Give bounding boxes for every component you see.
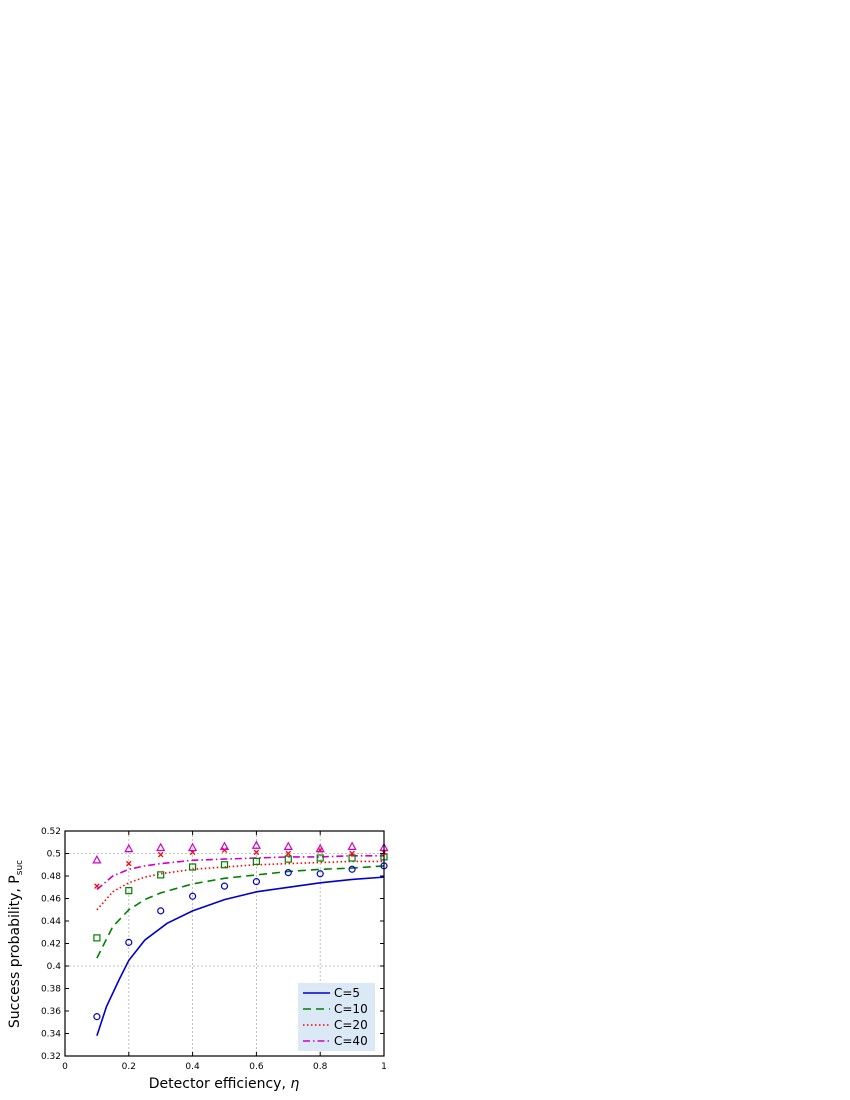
y-tick-label: 0.34 bbox=[41, 1030, 61, 1040]
legend-label: C=5 bbox=[334, 986, 360, 1000]
y-tick-label: 0.5 bbox=[47, 850, 61, 860]
y-tick-label: 0.48 bbox=[41, 872, 61, 882]
x-axis-label: Detector efficiency, η bbox=[149, 1076, 300, 1092]
marker-triangle bbox=[156, 842, 166, 852]
marker-circle bbox=[157, 907, 165, 915]
grid-lines bbox=[65, 831, 384, 1056]
legend-box bbox=[298, 983, 375, 1051]
y-axis-label-subscript: suc bbox=[15, 860, 25, 875]
marker-circle bbox=[316, 870, 324, 878]
marker-points bbox=[92, 840, 389, 1021]
marker-triangle bbox=[124, 843, 134, 853]
series-line-c-40 bbox=[96, 855, 384, 891]
marker-x bbox=[253, 849, 260, 856]
y-axis-label-text: Success probability, P bbox=[7, 875, 23, 1028]
marker-square bbox=[348, 854, 356, 862]
series-line-c-10 bbox=[96, 865, 385, 959]
x-tick-label: 0 bbox=[62, 1062, 68, 1072]
legend: C=5 C=10 C=20 C=40 bbox=[298, 983, 375, 1051]
series-lines bbox=[96, 855, 385, 1037]
x-axis-symbol: η bbox=[290, 1076, 299, 1092]
legend-label: C=20 bbox=[334, 1018, 368, 1032]
legend-label: C=10 bbox=[334, 1002, 368, 1016]
marker-x bbox=[349, 850, 355, 857]
marker-triangle bbox=[92, 854, 102, 864]
y-tick-label: 0.52 bbox=[41, 827, 61, 837]
legend-label: C=40 bbox=[334, 1034, 368, 1048]
y-tick-label: 0.4 bbox=[47, 962, 62, 972]
y-tick-label: 0.44 bbox=[41, 917, 61, 927]
x-tick-label: 1 bbox=[381, 1062, 387, 1072]
marker-circle bbox=[220, 882, 229, 890]
marker-square bbox=[157, 871, 165, 879]
marker-square bbox=[125, 887, 133, 895]
x-tick-label: 0.6 bbox=[249, 1062, 264, 1072]
y-axis-label: Success probability, Psuc bbox=[7, 860, 25, 1028]
marker-circle bbox=[125, 938, 133, 946]
marker-square bbox=[220, 861, 229, 869]
marker-square bbox=[189, 863, 197, 871]
y-tick-label: 0.32 bbox=[41, 1052, 61, 1062]
marker-square bbox=[284, 855, 292, 863]
marker-triangle bbox=[315, 843, 325, 853]
marker-square bbox=[93, 934, 101, 942]
marker-x bbox=[94, 883, 100, 889]
marker-square bbox=[316, 854, 324, 862]
y-tick-label: 0.36 bbox=[41, 1007, 61, 1017]
x-tick-labels: 0 0.2 0.4 0.6 0.8 1 bbox=[62, 1062, 387, 1072]
marker-x bbox=[126, 860, 132, 867]
marker-circle bbox=[252, 878, 260, 886]
marker-triangle bbox=[219, 841, 230, 850]
y-tick-labels: 0.32 0.34 0.36 0.38 0.4 0.42 0.44 0.46 0.48 0.5 0.… bbox=[41, 827, 61, 1062]
marker-circle bbox=[348, 865, 356, 873]
y-tick-label: 0.46 bbox=[41, 895, 61, 905]
marker-x bbox=[221, 847, 228, 853]
marker-circle bbox=[93, 1013, 101, 1021]
series-line-c-5 bbox=[96, 876, 385, 1037]
y-tick-label: 0.42 bbox=[41, 940, 61, 950]
marker-triangle bbox=[283, 841, 293, 850]
marker-circle bbox=[284, 869, 292, 877]
marker-triangle bbox=[187, 842, 198, 852]
x-tick-label: 0.4 bbox=[185, 1062, 200, 1072]
x-tick-label: 0.2 bbox=[122, 1062, 136, 1072]
marker-x bbox=[157, 851, 164, 858]
x-tick-label: 0.8 bbox=[313, 1062, 328, 1072]
marker-triangle bbox=[251, 840, 262, 849]
marker-circle bbox=[189, 892, 197, 900]
y-tick-label: 0.38 bbox=[41, 985, 61, 995]
series-line-c-20 bbox=[96, 860, 384, 911]
marker-x bbox=[285, 850, 292, 857]
marker-triangle bbox=[347, 841, 357, 850]
axis-ticks bbox=[64, 830, 385, 1057]
x-axis-label-text: Detector efficiency, bbox=[149, 1076, 291, 1092]
marker-square bbox=[252, 857, 260, 865]
